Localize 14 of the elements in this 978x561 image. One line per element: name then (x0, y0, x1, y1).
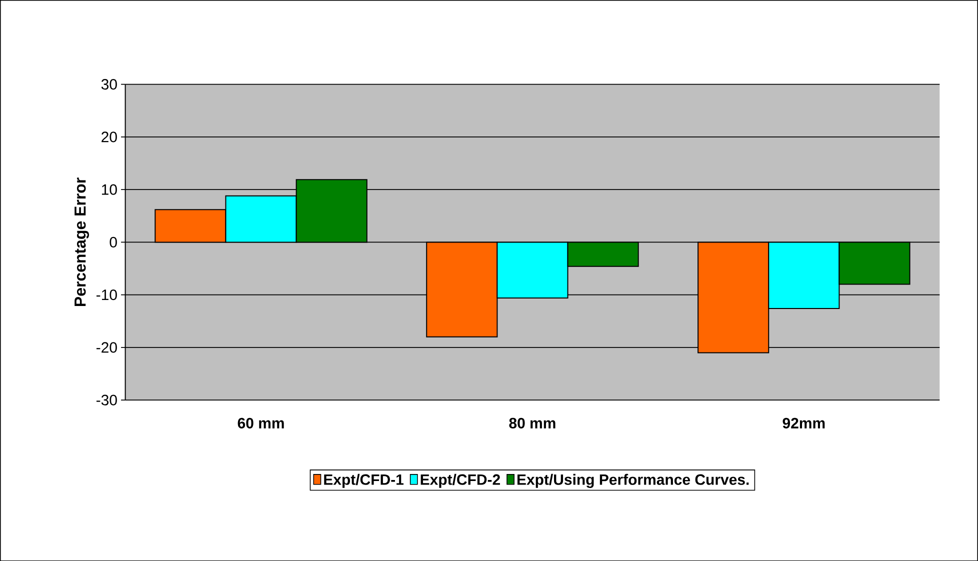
y-tick-label: -10 (96, 289, 117, 300)
x-tick-label: 80 mm (509, 418, 556, 428)
x-tick-label: 92mm (782, 418, 825, 428)
y-axis-title: Percentage Error (74, 177, 89, 306)
x-tick-label: 60 mm (238, 418, 284, 428)
y-tick-label: 10 (102, 184, 117, 195)
y-tick-label: 30 (101, 78, 117, 90)
legend-label: Expt/CFD-1 (324, 474, 404, 488)
y-tick-label: 0 (110, 236, 117, 248)
legend-label: Expt/CFD-2 (420, 474, 500, 488)
legend-label: Expt/Using Performance Curves. (517, 474, 749, 488)
y-tick-label: -30 (96, 394, 117, 406)
y-tick-label: -20 (96, 342, 117, 353)
y-tick-label: 20 (102, 131, 117, 142)
